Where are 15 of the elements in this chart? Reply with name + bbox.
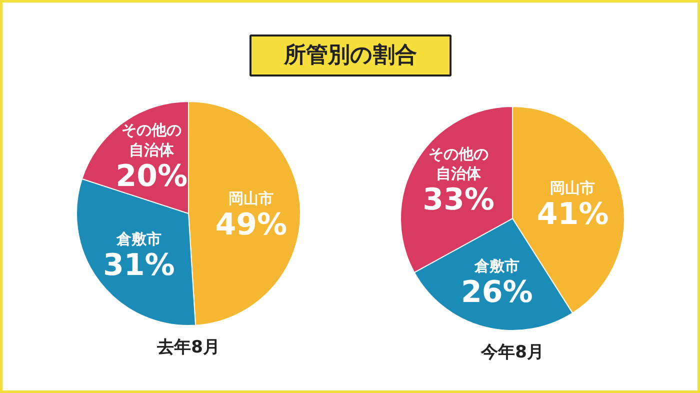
slice-label: 岡山市 — [228, 190, 274, 208]
text: 去年8月 — [156, 338, 220, 358]
slice-label: その他の自治体 — [122, 120, 182, 159]
data-label: 31% — [103, 248, 175, 283]
slice-label: 岡山市 — [550, 179, 596, 197]
slice-label: その他の自治体 — [428, 144, 489, 183]
text: 所管別の割合 — [283, 43, 417, 68]
data-label: 41% — [536, 197, 609, 232]
data-label: 49% — [215, 208, 288, 243]
data-label: 20% — [116, 158, 188, 194]
data-label: 26% — [461, 275, 533, 310]
slice-label: 倉敷市 — [115, 230, 162, 248]
data-label: 33% — [422, 182, 494, 218]
text: 今年8月 — [480, 342, 544, 362]
slice-label: 倉敷市 — [473, 257, 520, 276]
